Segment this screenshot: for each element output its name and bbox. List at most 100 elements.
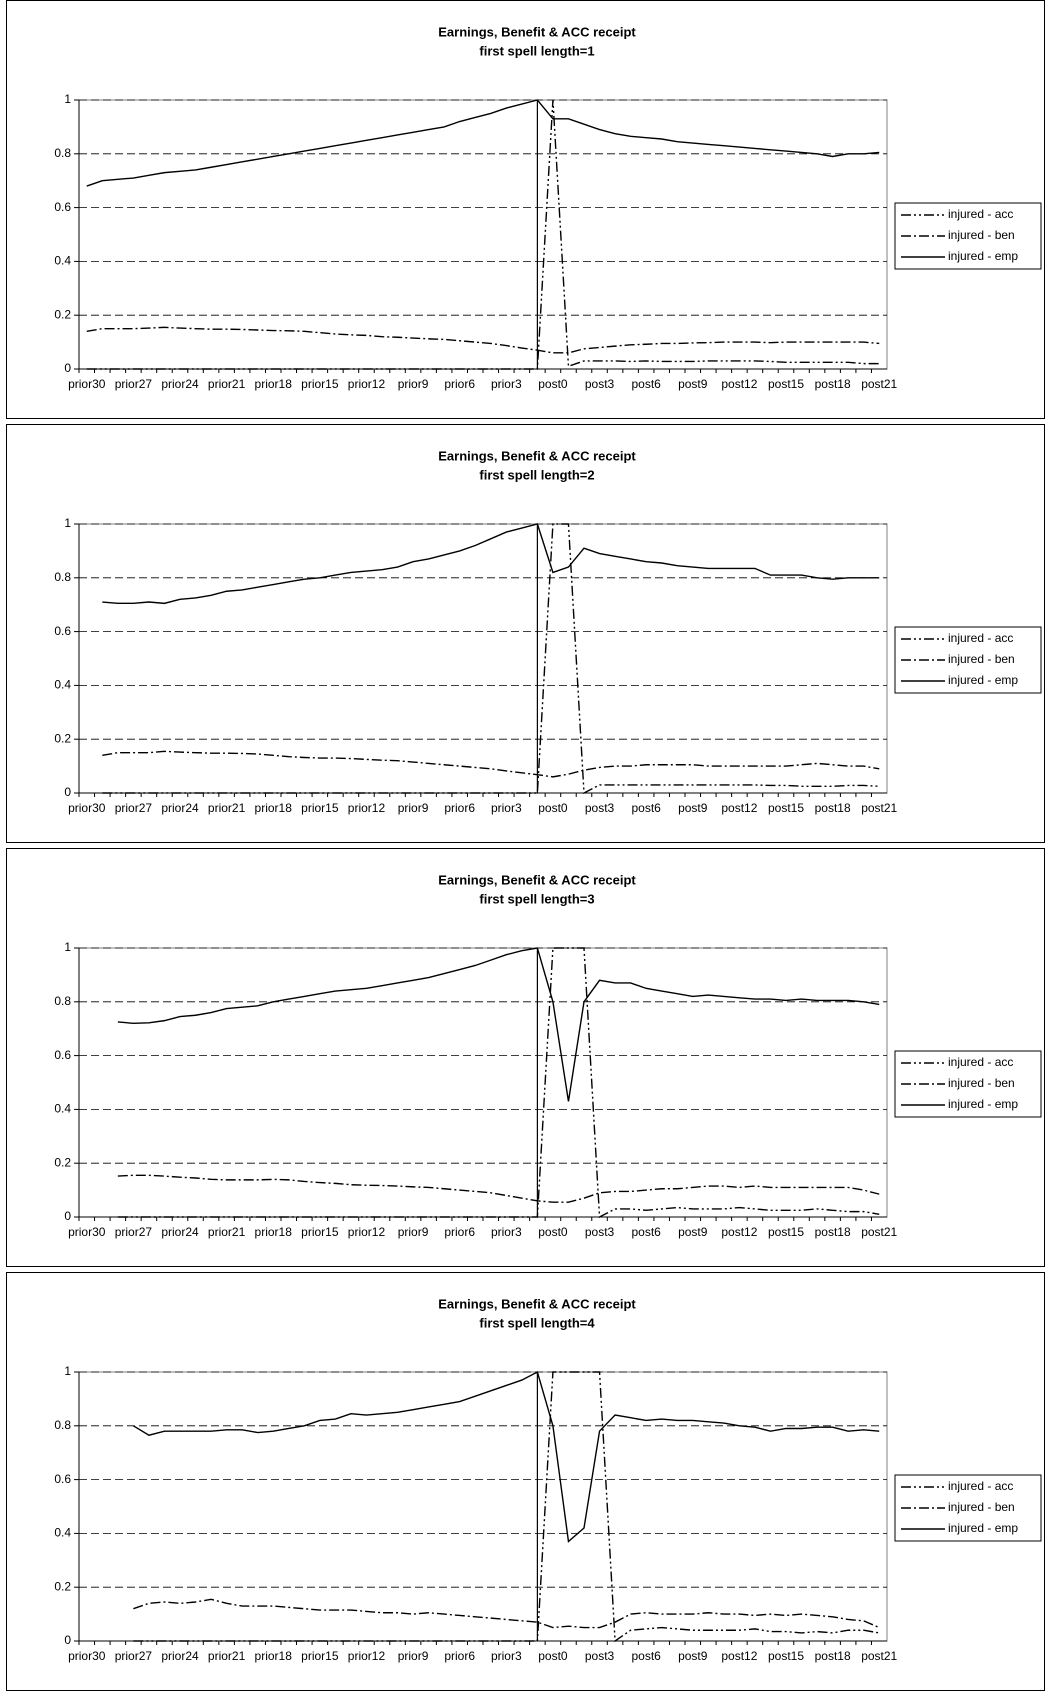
- x-tick-label: post18: [815, 1225, 851, 1239]
- y-tick-label: 0.2: [54, 731, 71, 745]
- y-tick-label: 0.2: [54, 1579, 71, 1593]
- x-tick-label: post12: [721, 1649, 757, 1663]
- legend-label: injured - emp: [948, 1097, 1018, 1111]
- chart-title: Earnings, Benefit & ACC receipt: [438, 872, 636, 887]
- chart: Earnings, Benefit & ACC receipt first spe…: [54, 448, 1042, 815]
- x-tick-label: post18: [815, 1649, 851, 1663]
- y-tick-label: 0.8: [54, 1418, 71, 1432]
- chart-subtitle: first spell length=3: [479, 891, 594, 906]
- series-line: [86, 326, 880, 354]
- y-tick-label: 0.8: [54, 570, 71, 584]
- x-tick-label: post3: [585, 801, 615, 815]
- chart-panel: Earnings, Benefit & ACC receipt first spe…: [6, 0, 1045, 419]
- y-tick-label: 0.6: [54, 624, 71, 638]
- x-tick-label: post3: [585, 1649, 615, 1663]
- y-tick-label: 0.2: [54, 1155, 71, 1169]
- chart-subtitle: first spell length=1: [479, 43, 594, 58]
- x-tick-label: prior12: [348, 1225, 386, 1239]
- x-tick-label: post9: [678, 1225, 708, 1239]
- x-tick-label: prior21: [208, 1649, 246, 1663]
- chart: Earnings, Benefit & ACC receipt first spe…: [54, 1296, 1042, 1663]
- x-tick-label: post0: [538, 377, 568, 391]
- x-tick-label: post21: [861, 1649, 897, 1663]
- y-tick-label: 1: [64, 940, 71, 954]
- x-tick-label: post6: [631, 1649, 661, 1663]
- legend-label: injured - ben: [948, 1076, 1015, 1090]
- x-tick-label: prior27: [115, 1225, 153, 1239]
- x-tick-label: prior3: [491, 1225, 522, 1239]
- y-tick-label: 1: [64, 1364, 71, 1378]
- series-line: [102, 523, 880, 605]
- x-tick-label: post0: [538, 801, 568, 815]
- chart-panel: Earnings, Benefit & ACC receipt first spe…: [6, 424, 1045, 843]
- y-tick-label: 0.8: [54, 146, 71, 160]
- x-tick-label: post21: [861, 801, 897, 815]
- x-tick-label: post18: [815, 801, 851, 815]
- x-tick-label: post21: [861, 377, 897, 391]
- series-line: [117, 1174, 880, 1203]
- chart-panel: Earnings, Benefit & ACC receipt first spe…: [6, 1272, 1045, 1691]
- legend-label: injured - acc: [948, 207, 1013, 221]
- series-line: [133, 1598, 880, 1629]
- chart-title: Earnings, Benefit & ACC receipt: [438, 24, 636, 39]
- x-tick-label: prior27: [115, 801, 153, 815]
- y-tick-label: 0: [64, 1209, 71, 1223]
- x-tick-label: prior24: [161, 1649, 199, 1663]
- x-tick-label: prior3: [491, 377, 522, 391]
- x-tick-label: prior3: [491, 1649, 522, 1663]
- x-tick-label: post15: [768, 1225, 804, 1239]
- y-tick-label: 0.6: [54, 200, 71, 214]
- x-tick-label: prior30: [68, 801, 106, 815]
- x-tick-label: post18: [815, 377, 851, 391]
- legend-label: injured - ben: [948, 228, 1015, 242]
- legend-label: injured - acc: [948, 631, 1013, 645]
- x-tick-label: prior12: [348, 801, 386, 815]
- y-tick-label: 1: [64, 92, 71, 106]
- chart-panel: Earnings, Benefit & ACC receipt first spe…: [6, 848, 1045, 1267]
- x-tick-label: prior9: [398, 1225, 429, 1239]
- x-tick-label: post6: [631, 801, 661, 815]
- y-tick-label: 0.6: [54, 1048, 71, 1062]
- y-tick-label: 0: [64, 785, 71, 799]
- x-tick-label: prior9: [398, 377, 429, 391]
- chart-subtitle: first spell length=4: [479, 1315, 595, 1330]
- chart-title: Earnings, Benefit & ACC receipt: [438, 1296, 636, 1311]
- x-tick-label: prior9: [398, 1649, 429, 1663]
- legend-label: injured - ben: [948, 1500, 1015, 1514]
- x-tick-label: prior15: [301, 801, 339, 815]
- chart: Earnings, Benefit & ACC receipt first spe…: [54, 24, 1042, 391]
- x-tick-label: prior30: [68, 1649, 106, 1663]
- x-tick-label: prior21: [208, 1225, 246, 1239]
- series-line: [117, 947, 880, 1219]
- series-line: [102, 523, 880, 795]
- y-tick-label: 0.4: [54, 678, 71, 692]
- y-tick-label: 0: [64, 361, 71, 375]
- x-tick-label: post12: [721, 1225, 757, 1239]
- x-tick-label: post9: [678, 377, 708, 391]
- x-tick-label: post0: [538, 1649, 568, 1663]
- series-line: [86, 99, 880, 187]
- x-tick-label: prior15: [301, 1649, 339, 1663]
- x-tick-label: prior6: [444, 801, 475, 815]
- y-tick-label: 0.4: [54, 1102, 71, 1116]
- chart-title: Earnings, Benefit & ACC receipt: [438, 448, 636, 463]
- y-tick-label: 0.6: [54, 1472, 71, 1486]
- legend-label: injured - emp: [948, 673, 1018, 687]
- x-tick-label: prior30: [68, 377, 106, 391]
- y-tick-label: 0.2: [54, 307, 71, 321]
- x-tick-label: post15: [768, 801, 804, 815]
- x-tick-label: post9: [678, 1649, 708, 1663]
- x-tick-label: prior30: [68, 1225, 106, 1239]
- y-tick-label: 0.4: [54, 1526, 71, 1540]
- series-line: [117, 947, 880, 1102]
- x-tick-label: prior18: [255, 801, 293, 815]
- legend-label: injured - ben: [948, 652, 1015, 666]
- x-tick-label: prior18: [255, 377, 293, 391]
- x-tick-label: post15: [768, 377, 804, 391]
- x-tick-label: post12: [721, 801, 757, 815]
- x-tick-label: post3: [585, 377, 615, 391]
- x-tick-label: prior12: [348, 1649, 386, 1663]
- x-tick-label: prior24: [161, 801, 199, 815]
- y-tick-label: 0.4: [54, 254, 71, 268]
- x-tick-label: prior24: [161, 1225, 199, 1239]
